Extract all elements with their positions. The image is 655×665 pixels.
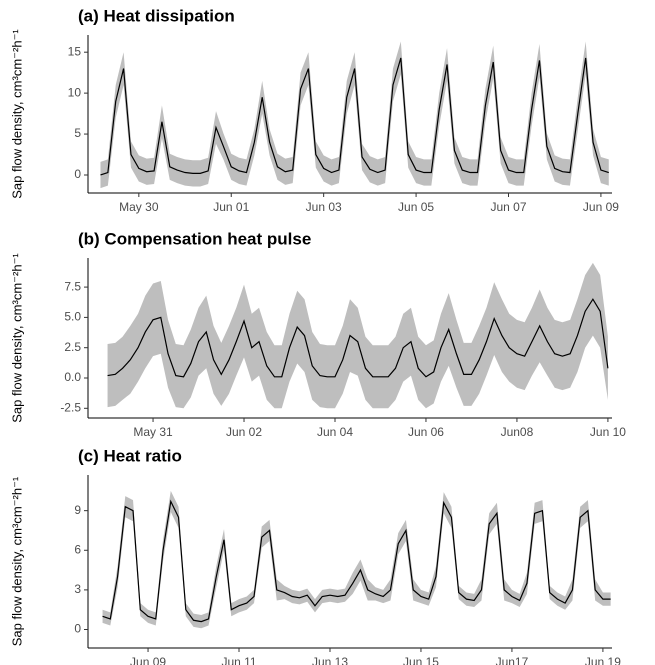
x-tick-label: Jun 11: [221, 655, 256, 665]
panel-title: (c) Heat ratio: [78, 446, 182, 465]
y-tick-label: 9: [74, 503, 81, 517]
ribbon: [107, 262, 608, 409]
y-tick-label: 0.0: [64, 370, 81, 384]
ribbon: [100, 41, 609, 189]
y-tick-label: 0: [74, 622, 81, 636]
x-tick-label: Jun 19: [585, 655, 621, 665]
line: [102, 499, 611, 623]
x-tick-label: Jun 13: [312, 655, 348, 665]
y-tick-label: 5.0: [64, 310, 81, 324]
x-tick-label: Jun 02: [226, 425, 262, 439]
ribbon: [102, 490, 611, 629]
line: [100, 57, 609, 176]
x-tick-label: May 30: [119, 200, 159, 214]
x-tick-label: Jun 07: [490, 200, 526, 214]
y-tick-label: 0: [74, 167, 81, 181]
y-tick-label: 10: [68, 85, 82, 99]
x-tick-label: Jun17: [496, 655, 529, 665]
y-tick-label: 6: [74, 542, 81, 556]
x-tick-label: Jun 05: [398, 200, 434, 214]
x-tick-label: Jun 04: [317, 425, 353, 439]
x-tick-label: Jun08: [501, 425, 534, 439]
y-tick-label: 5: [74, 126, 81, 140]
x-tick-label: Jun 15: [403, 655, 439, 665]
x-tick-label: Jun 03: [306, 200, 342, 214]
y-axis-title: Sap flow density, cm³cm⁻²h⁻¹: [9, 253, 24, 423]
y-axis-title: Sap flow density, cm³cm⁻²h⁻¹: [9, 476, 24, 646]
y-tick-label: 3: [74, 582, 81, 596]
y-axis-title: Sap flow density, cm³cm⁻²h⁻¹: [9, 29, 24, 199]
x-tick-label: Jun 09: [583, 200, 619, 214]
panel-title: (a) Heat dissipation: [78, 6, 235, 25]
line: [107, 298, 609, 378]
x-tick-label: Jun 10: [590, 425, 626, 439]
y-tick-label: -2.5: [60, 400, 81, 414]
x-tick-label: Jun 06: [408, 425, 444, 439]
x-tick-label: Jun 09: [130, 655, 166, 665]
x-tick-label: May 31: [133, 425, 173, 439]
y-tick-label: 2.5: [64, 340, 81, 354]
y-tick-label: 7.5: [64, 279, 81, 293]
y-tick-label: 15: [68, 44, 82, 58]
panel-title: (b) Compensation heat pulse: [78, 229, 311, 248]
x-tick-label: Jun 01: [213, 200, 249, 214]
